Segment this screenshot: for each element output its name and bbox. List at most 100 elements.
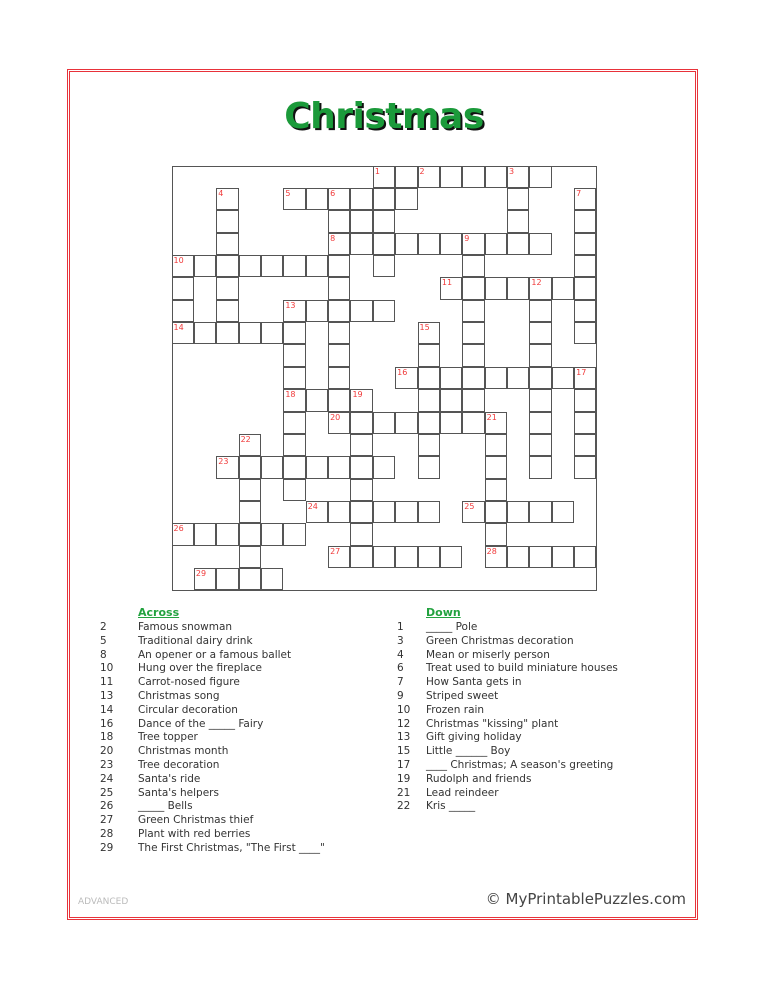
grid-cell[interactable] <box>350 545 373 569</box>
grid-cell[interactable] <box>283 322 306 345</box>
grid-cell[interactable] <box>350 478 373 502</box>
grid-cell[interactable] <box>417 411 440 434</box>
grid-cell[interactable] <box>395 187 418 211</box>
grid-cell[interactable] <box>529 299 552 323</box>
grid-cell[interactable] <box>574 411 597 434</box>
grid-cell[interactable] <box>328 322 351 345</box>
grid-cell[interactable]: 5 <box>283 187 306 211</box>
grid-cell[interactable]: 20 <box>328 411 351 434</box>
grid-cell[interactable]: 18 <box>283 389 306 412</box>
grid-cell[interactable] <box>395 232 418 255</box>
grid-cell[interactable] <box>260 523 284 546</box>
grid-cell[interactable] <box>372 456 396 479</box>
grid-cell[interactable] <box>350 232 373 255</box>
grid-cell[interactable] <box>462 411 485 434</box>
grid-cell[interactable] <box>350 523 373 546</box>
grid-cell[interactable]: 9 <box>462 232 485 255</box>
grid-cell[interactable] <box>305 456 329 479</box>
grid-cell[interactable] <box>574 277 597 300</box>
grid-cell[interactable] <box>283 456 306 479</box>
grid-cell[interactable]: 21 <box>484 411 508 434</box>
grid-cell[interactable] <box>462 322 485 345</box>
grid-cell[interactable] <box>238 456 261 479</box>
grid-cell[interactable] <box>372 254 396 278</box>
grid-cell[interactable]: 23 <box>216 456 239 479</box>
grid-cell[interactable] <box>328 344 351 367</box>
grid-cell[interactable] <box>529 501 552 524</box>
grid-cell[interactable] <box>462 366 485 390</box>
grid-cell[interactable] <box>238 568 261 591</box>
grid-cell[interactable] <box>372 411 396 434</box>
grid-cell[interactable] <box>395 501 418 524</box>
grid-cell[interactable] <box>193 322 217 345</box>
grid-cell[interactable] <box>171 277 194 300</box>
grid-cell[interactable] <box>216 299 239 323</box>
grid-cell[interactable] <box>283 411 306 434</box>
grid-cell[interactable] <box>529 344 552 367</box>
grid-cell[interactable]: 12 <box>529 277 552 300</box>
grid-cell[interactable] <box>328 366 351 390</box>
grid-cell[interactable] <box>283 523 306 546</box>
grid-cell[interactable] <box>305 389 329 412</box>
grid-cell[interactable]: 22 <box>238 433 261 457</box>
grid-cell[interactable] <box>574 299 597 323</box>
grid-cell[interactable] <box>238 254 261 278</box>
grid-cell[interactable] <box>484 366 508 390</box>
grid-cell[interactable] <box>305 299 329 323</box>
grid-cell[interactable] <box>216 523 239 546</box>
grid-cell[interactable] <box>283 254 306 278</box>
grid-cell[interactable]: 6 <box>328 187 351 211</box>
grid-cell[interactable] <box>260 568 284 591</box>
grid-cell[interactable] <box>439 411 463 434</box>
grid-cell[interactable] <box>439 389 463 412</box>
grid-cell[interactable] <box>350 433 373 457</box>
grid-cell[interactable]: 13 <box>283 299 306 323</box>
grid-cell[interactable] <box>529 456 552 479</box>
grid-cell[interactable] <box>328 501 351 524</box>
grid-cell[interactable] <box>574 545 597 569</box>
grid-cell[interactable]: 17 <box>574 366 597 390</box>
grid-cell[interactable] <box>574 322 597 345</box>
grid-cell[interactable] <box>350 501 373 524</box>
grid-cell[interactable] <box>328 456 351 479</box>
grid-cell[interactable] <box>507 232 530 255</box>
grid-cell[interactable] <box>372 232 396 255</box>
grid-cell[interactable] <box>395 411 418 434</box>
grid-cell[interactable] <box>216 232 239 255</box>
grid-cell[interactable] <box>574 232 597 255</box>
grid-cell[interactable] <box>529 165 552 188</box>
grid-cell[interactable] <box>328 277 351 300</box>
grid-cell[interactable]: 3 <box>507 165 530 188</box>
grid-cell[interactable] <box>484 478 508 502</box>
grid-cell[interactable] <box>507 277 530 300</box>
grid-cell[interactable] <box>551 277 575 300</box>
grid-cell[interactable] <box>238 478 261 502</box>
grid-cell[interactable] <box>328 389 351 412</box>
grid-cell[interactable] <box>350 411 373 434</box>
grid-cell[interactable] <box>439 366 463 390</box>
grid-cell[interactable] <box>260 254 284 278</box>
grid-cell[interactable]: 16 <box>395 366 418 390</box>
grid-cell[interactable] <box>462 344 485 367</box>
grid-cell[interactable] <box>283 478 306 502</box>
grid-cell[interactable] <box>574 456 597 479</box>
grid-cell[interactable]: 4 <box>216 187 239 211</box>
grid-cell[interactable] <box>507 545 530 569</box>
grid-cell[interactable]: 14 <box>171 322 194 345</box>
grid-cell[interactable] <box>350 187 373 211</box>
grid-cell[interactable] <box>216 322 239 345</box>
grid-cell[interactable] <box>417 232 440 255</box>
grid-cell[interactable] <box>417 389 440 412</box>
grid-cell[interactable] <box>507 210 530 233</box>
grid-cell[interactable] <box>305 254 329 278</box>
grid-cell[interactable]: 15 <box>417 322 440 345</box>
grid-cell[interactable] <box>417 456 440 479</box>
grid-cell[interactable] <box>551 501 575 524</box>
grid-cell[interactable] <box>216 568 239 591</box>
grid-cell[interactable] <box>238 322 261 345</box>
grid-cell[interactable] <box>372 187 396 211</box>
grid-cell[interactable] <box>328 254 351 278</box>
grid-cell[interactable] <box>484 277 508 300</box>
grid-cell[interactable]: 7 <box>574 187 597 211</box>
grid-cell[interactable] <box>529 232 552 255</box>
